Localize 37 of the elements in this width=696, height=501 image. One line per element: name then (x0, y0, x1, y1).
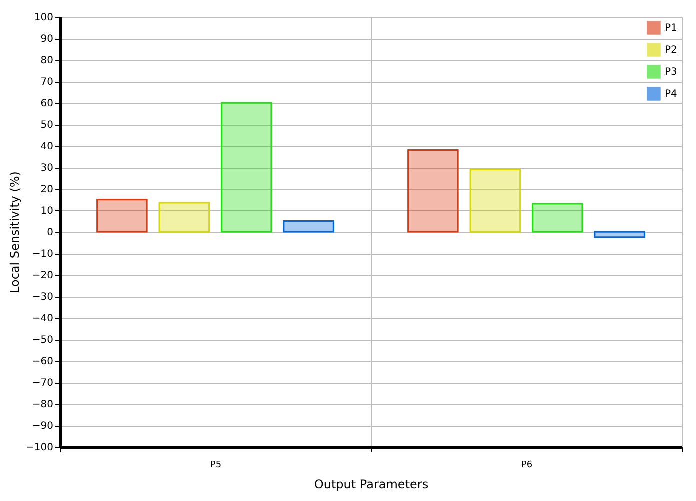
bar (220, 102, 272, 233)
y-tick-label: −70 (32, 378, 54, 389)
y-tick-label: −40 (32, 314, 54, 324)
bar (532, 203, 584, 233)
y-tick-label: 90 (40, 34, 54, 45)
bar (594, 231, 646, 238)
legend-label: P4 (665, 89, 678, 100)
y-tick-label: 60 (40, 98, 54, 110)
bar (470, 168, 522, 233)
y-tick-label: −100 (26, 442, 54, 454)
y-tick-label: −10 (32, 249, 54, 260)
y-tick-label: 0 (47, 228, 54, 238)
y-axis-title: Local Sensitivity (%) (8, 172, 22, 294)
y-tick-label: 40 (40, 142, 54, 152)
y-tick-label: 70 (40, 77, 54, 88)
legend-label: P3 (665, 67, 678, 78)
y-tick-label: −60 (32, 356, 54, 368)
y-tick-label: 100 (34, 12, 54, 24)
bar (96, 199, 148, 233)
y-tick-label: −20 (32, 270, 54, 282)
y-tick-label: 20 (40, 184, 54, 196)
x-tick-label: P6 (521, 460, 533, 470)
y-tick-label: 80 (40, 56, 54, 66)
y-tick-label: −50 (32, 335, 54, 346)
x-axis-title: Output Parameters (314, 478, 429, 492)
y-tick-label: −80 (32, 400, 54, 410)
bar (158, 202, 210, 233)
bar (283, 220, 334, 233)
legend-label: P1 (665, 23, 678, 34)
y-tick-label: −90 (32, 421, 54, 432)
bar (408, 150, 459, 233)
x-tick-label: P5 (210, 460, 222, 470)
y-tick-label: 10 (40, 206, 54, 217)
y-tick-label: 50 (40, 120, 54, 131)
legend-label: P2 (665, 45, 678, 56)
y-tick-label: −30 (32, 292, 54, 303)
y-tick-label: 30 (40, 163, 54, 174)
